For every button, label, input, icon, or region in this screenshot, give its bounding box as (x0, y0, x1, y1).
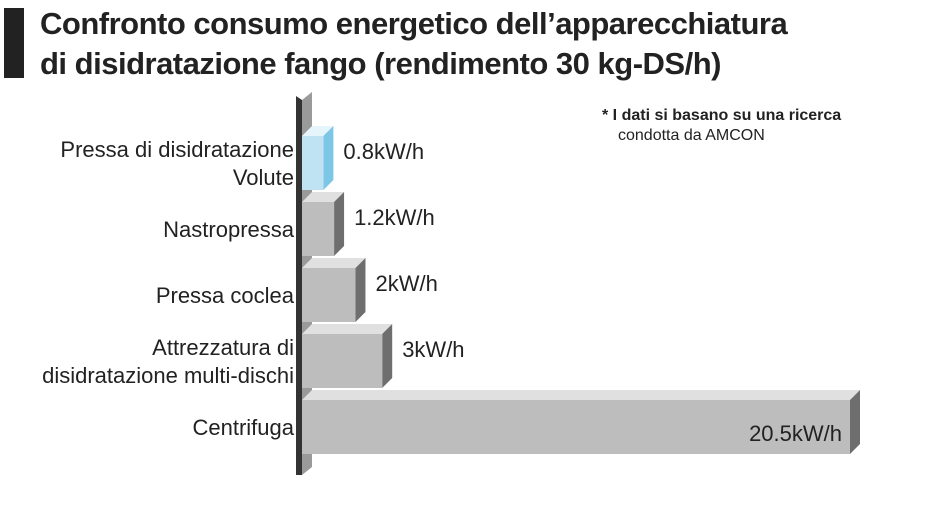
bar-side-4 (850, 390, 860, 454)
value-label-4: 20.5kW/h (749, 421, 842, 446)
source-note-line-1: * I dati si basano su una ricerca (602, 107, 842, 124)
bar-3 (302, 334, 383, 388)
category-label-2-0: Pressa coclea (156, 283, 295, 308)
axis-wall-side (296, 96, 302, 475)
value-label-0: 0.8kW/h (343, 139, 424, 164)
bar-2 (302, 268, 356, 322)
bar-1 (302, 202, 335, 256)
value-label-3: 3kW/h (402, 337, 464, 362)
bar-side-2 (355, 258, 366, 322)
category-label-0-0: Pressa di disidratazione (60, 137, 294, 162)
bar-4 (302, 400, 850, 454)
bar-top-1 (302, 192, 345, 202)
bar-side-1 (334, 192, 345, 256)
source-note: * I dati si basano su una ricerca condot… (602, 106, 841, 146)
bar-side-0 (323, 126, 334, 190)
chart-title-line-1: Confronto consumo energetico dell’appare… (40, 6, 788, 41)
value-label-2: 2kW/h (375, 271, 437, 296)
bar-side-3 (382, 324, 393, 388)
chart-title: Confronto consumo energetico dell’appare… (40, 4, 788, 84)
title-accent-bar (4, 8, 24, 78)
category-label-3-0: Attrezzatura di (152, 335, 294, 360)
category-label-4-0: Centrifuga (192, 415, 294, 440)
bar-0 (302, 136, 324, 190)
bar-top-2 (302, 258, 366, 268)
value-label-1: 1.2kW/h (354, 205, 435, 230)
category-label-0-1: Volute (233, 165, 294, 190)
bar-top-0 (302, 126, 334, 136)
category-label-3-1: disidratazione multi-dischi (42, 363, 294, 388)
category-label-1-0: Nastropressa (163, 217, 295, 242)
source-note-line-2: condotta da AMCON (618, 127, 765, 144)
bar-top-4 (302, 390, 860, 400)
chart-title-line-2: di disidratazione fango (rendimento 30 k… (40, 46, 721, 81)
bar-top-3 (302, 324, 393, 334)
